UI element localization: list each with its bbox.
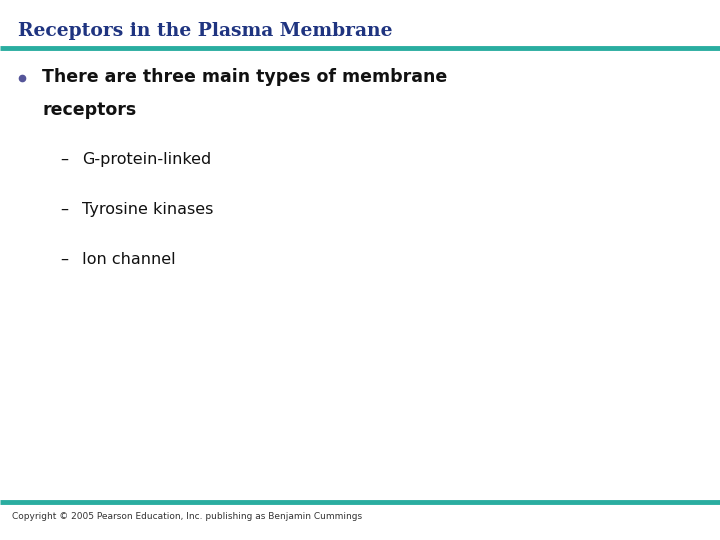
Text: Ion channel: Ion channel	[82, 252, 176, 267]
Text: Copyright © 2005 Pearson Education, Inc. publishing as Benjamin Cummings: Copyright © 2005 Pearson Education, Inc.…	[12, 512, 362, 521]
Text: –: –	[60, 252, 68, 267]
Text: receptors: receptors	[42, 101, 136, 119]
Text: There are three main types of membrane: There are three main types of membrane	[42, 68, 447, 86]
Text: Receptors in the Plasma Membrane: Receptors in the Plasma Membrane	[18, 22, 392, 40]
Text: Tyrosine kinases: Tyrosine kinases	[82, 202, 213, 217]
Text: –: –	[60, 152, 68, 167]
Text: –: –	[60, 202, 68, 217]
Text: G-protein-linked: G-protein-linked	[82, 152, 211, 167]
